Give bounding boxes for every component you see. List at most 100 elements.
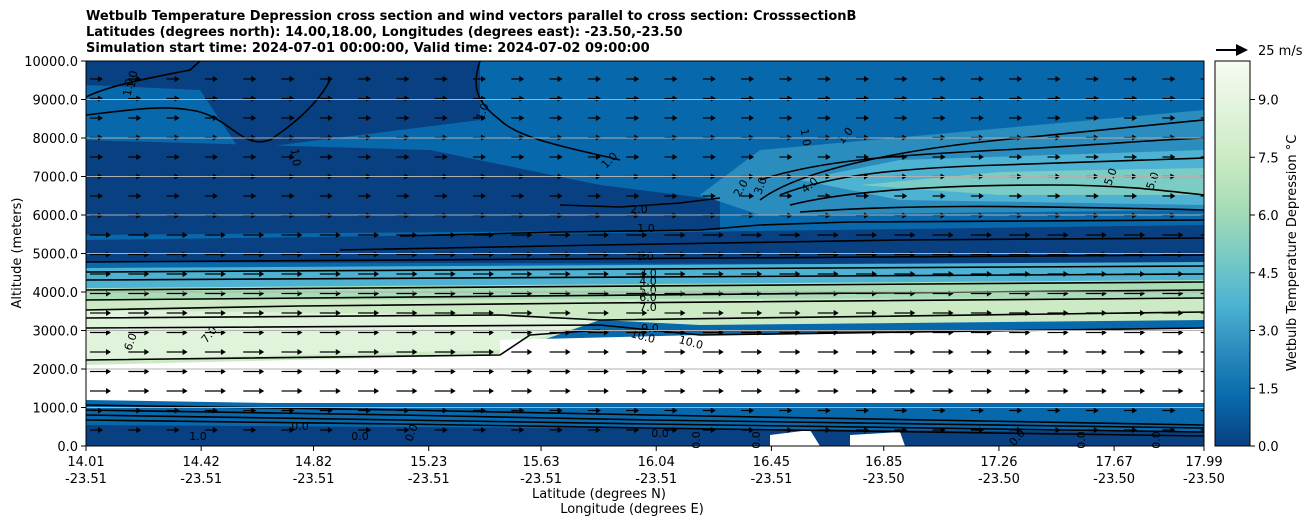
wind-vector-head bbox=[1017, 154, 1023, 160]
wind-vector-head bbox=[289, 427, 295, 433]
wind-vector-head bbox=[136, 76, 142, 82]
wind-vector-head bbox=[872, 232, 877, 238]
wind-vector-head bbox=[366, 447, 371, 453]
wind-vector-head bbox=[212, 154, 218, 160]
wind-vector-head bbox=[404, 154, 410, 160]
wind-vector-head bbox=[489, 310, 494, 316]
wind-vector-head bbox=[106, 388, 111, 394]
x-tick-lat: 17.26 bbox=[980, 455, 1017, 470]
wind-vector-head bbox=[1101, 349, 1107, 355]
wind-vector-head bbox=[558, 447, 563, 453]
wind-vector-head bbox=[1209, 427, 1214, 433]
wind-vector-head bbox=[366, 193, 372, 199]
wind-vector-head bbox=[519, 447, 524, 453]
wind-vector-head bbox=[182, 310, 188, 316]
wind-vector-head bbox=[672, 427, 678, 433]
title-line-2: Latitudes (degrees north): 14.00,18.00, … bbox=[86, 25, 683, 40]
wind-vector-head bbox=[174, 407, 180, 414]
wind-vector-head bbox=[902, 407, 908, 414]
wind-vector-head bbox=[442, 193, 448, 199]
wind-vector-head bbox=[489, 388, 494, 394]
wind-vector-head bbox=[1209, 96, 1214, 102]
contour-label: 1.0 bbox=[636, 250, 654, 263]
title-line-1: Wetbulb Temperature Depression cross sec… bbox=[86, 9, 857, 24]
wind-vector-head bbox=[297, 310, 303, 316]
wind-vector-head bbox=[289, 154, 295, 160]
wind-vector-head bbox=[757, 271, 763, 277]
wind-vector-head bbox=[787, 427, 793, 433]
wind-vector-head bbox=[174, 427, 180, 433]
wind-vector-head bbox=[833, 232, 839, 238]
wind-vector-head bbox=[1101, 388, 1107, 394]
wind-vector-head bbox=[672, 76, 678, 82]
y-tick-label: 5000.0 bbox=[33, 248, 79, 263]
wind-vector-head bbox=[864, 76, 869, 82]
wind-vector-head bbox=[718, 388, 724, 394]
wind-vector-head bbox=[106, 310, 111, 316]
contour-label: 0.0 bbox=[651, 427, 669, 440]
wind-vector-head bbox=[986, 310, 992, 316]
wind-vector-head bbox=[825, 427, 831, 433]
wind-vector-head bbox=[443, 447, 448, 453]
wind-vector-head bbox=[98, 154, 103, 160]
wind-vector-head bbox=[872, 349, 877, 355]
wind-vector-head bbox=[289, 193, 295, 199]
x-tick-lat: 16.45 bbox=[753, 455, 790, 470]
wind-vector-head bbox=[978, 407, 984, 414]
wind-vector-head bbox=[527, 310, 533, 316]
wind-vector-head bbox=[182, 271, 188, 277]
wind-vector-head bbox=[212, 193, 218, 199]
wind-vector-head bbox=[374, 368, 380, 375]
wind-vector-head bbox=[710, 76, 716, 82]
wind-vector-head bbox=[787, 76, 793, 82]
contour-label: 1.0 bbox=[288, 148, 304, 167]
wind-vector-head bbox=[910, 388, 916, 394]
wind-vector-head bbox=[948, 388, 954, 394]
wind-vector-head bbox=[718, 310, 724, 316]
wind-vector-head bbox=[642, 349, 648, 355]
wind-vector-head bbox=[335, 368, 341, 375]
wind-vector-head bbox=[1140, 349, 1146, 355]
wind-vector-head bbox=[1140, 310, 1146, 316]
x-tick-lat: 14.01 bbox=[67, 455, 104, 470]
wind-vector-head bbox=[1209, 174, 1214, 180]
colorbar-ticks: 0.0 1.5 3.0 4.5 6.0 7.5 9.0 bbox=[1250, 94, 1279, 455]
horizontal-gridlines bbox=[86, 99, 1204, 408]
wind-vector-head bbox=[902, 115, 908, 121]
x-tick-lon: -23.51 bbox=[180, 472, 222, 487]
wind-vector-head bbox=[978, 193, 984, 199]
wind-vector-head bbox=[251, 115, 257, 121]
colorbar bbox=[1214, 60, 1251, 447]
x-tick-lat: 14.42 bbox=[183, 455, 220, 470]
wind-vector-head bbox=[833, 368, 839, 375]
wind-vector-head bbox=[948, 232, 954, 238]
wind-vector-head bbox=[1093, 76, 1099, 82]
x-tick-lon: -23.50 bbox=[1093, 472, 1135, 487]
wind-vector-head bbox=[442, 407, 448, 414]
wind-vector-head bbox=[1170, 115, 1176, 121]
wind-vector-head bbox=[872, 368, 877, 375]
wind-vector-head bbox=[864, 427, 869, 433]
wind-vector-head bbox=[795, 388, 801, 394]
wind-vector-head bbox=[642, 388, 648, 394]
wind-vector-head bbox=[757, 368, 763, 375]
wind-vector-head bbox=[220, 388, 226, 394]
contour-label: 1.0 bbox=[189, 430, 207, 443]
contour-label: 0.0 bbox=[1150, 431, 1163, 449]
wind-vector-head bbox=[404, 447, 409, 453]
wind-vector-head bbox=[910, 310, 916, 316]
wind-vector-head bbox=[1132, 193, 1138, 199]
wind-vector-head bbox=[787, 193, 793, 199]
wind-vector-head bbox=[1178, 349, 1184, 355]
wind-vector-head bbox=[450, 310, 456, 316]
wind-vector-head bbox=[335, 388, 341, 394]
wind-vector-head bbox=[366, 407, 372, 414]
title-line-3: Simulation start time: 2024-07-01 00:00:… bbox=[86, 41, 650, 56]
wind-vector-head bbox=[634, 447, 639, 453]
x-tick-lat: 15.23 bbox=[410, 455, 447, 470]
wind-vector-head bbox=[596, 447, 601, 453]
wind-vector-head bbox=[1017, 447, 1022, 453]
wind-vector-head bbox=[1063, 349, 1069, 355]
x-axis-label-line1: Latitude (degrees N) bbox=[532, 487, 666, 502]
wind-vector-head bbox=[595, 427, 601, 433]
